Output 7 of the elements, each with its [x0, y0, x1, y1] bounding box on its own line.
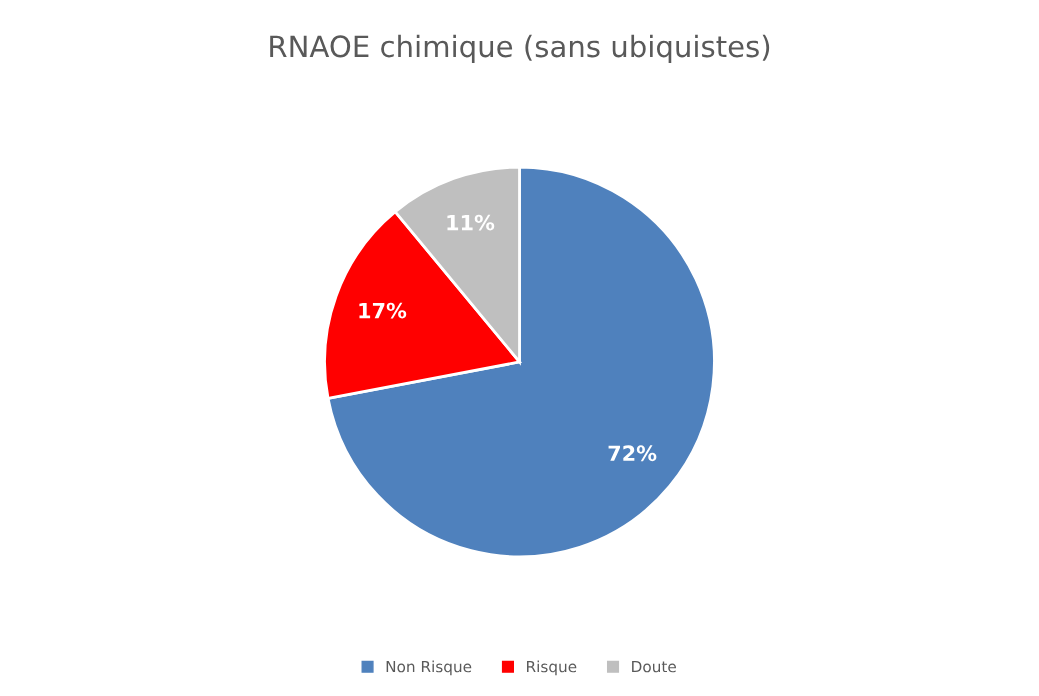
data-label: 17%: [359, 302, 407, 319]
legend-label: Risque: [527, 660, 577, 676]
chart-title: RNAOE chimique (sans ubiquistes): [270, 34, 770, 64]
legend-label: Doute: [632, 660, 676, 673]
data-label: 72%: [608, 445, 657, 462]
data-label: 11%: [447, 214, 495, 231]
legend-label: Non Risque: [386, 660, 472, 676]
